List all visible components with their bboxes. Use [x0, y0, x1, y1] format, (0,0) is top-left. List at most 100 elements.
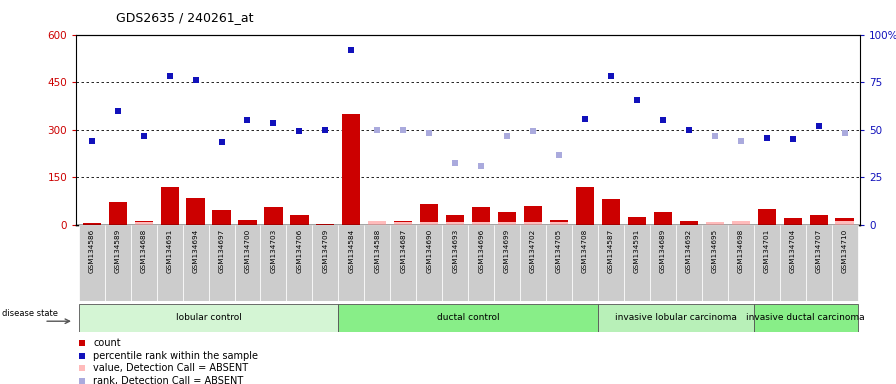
Text: GSM134705: GSM134705 [556, 228, 562, 273]
Text: GSM134586: GSM134586 [89, 228, 95, 273]
Bar [339, 225, 365, 301]
Bar [342, 114, 360, 225]
Bar [238, 220, 256, 225]
Text: GSM134588: GSM134588 [375, 228, 380, 273]
Bar [498, 212, 516, 225]
Text: GSM134688: GSM134688 [141, 228, 147, 273]
Bar [186, 198, 204, 225]
Bar [316, 224, 334, 225]
Bar [780, 225, 806, 301]
Text: GSM134710: GSM134710 [841, 228, 848, 273]
Text: GSM134587: GSM134587 [608, 228, 614, 273]
Bar [494, 225, 520, 301]
Text: GSM134584: GSM134584 [349, 228, 354, 273]
Bar [758, 209, 776, 225]
Text: GSM134699: GSM134699 [504, 228, 510, 273]
Bar [835, 222, 854, 225]
Bar [806, 225, 831, 301]
Bar [134, 222, 152, 225]
Bar [417, 225, 443, 301]
Bar [754, 304, 857, 331]
Bar [835, 218, 854, 225]
Bar [157, 225, 183, 301]
Bar [105, 225, 131, 301]
Bar [576, 187, 594, 225]
Bar [598, 304, 754, 331]
Bar [290, 215, 308, 225]
Bar [732, 222, 750, 225]
Bar [446, 222, 464, 225]
Text: GSM134695: GSM134695 [711, 228, 718, 273]
Bar [680, 222, 698, 225]
Bar [706, 223, 724, 225]
Bar [134, 222, 152, 225]
Bar [472, 207, 490, 225]
Bar [602, 199, 620, 225]
Bar [810, 215, 828, 225]
Text: GDS2635 / 240261_at: GDS2635 / 240261_at [116, 11, 254, 24]
Bar [784, 218, 802, 225]
Bar [546, 225, 572, 301]
Bar [160, 187, 178, 225]
Bar [394, 222, 412, 225]
Bar [624, 225, 650, 301]
Bar [524, 206, 542, 225]
Bar [472, 222, 490, 225]
Bar [550, 220, 568, 225]
Bar [368, 221, 386, 225]
Text: GSM134694: GSM134694 [193, 228, 199, 273]
Text: GSM134701: GSM134701 [763, 228, 770, 273]
Bar [261, 225, 287, 301]
Text: GSM134703: GSM134703 [271, 228, 277, 273]
Bar [420, 222, 438, 225]
Bar [183, 225, 209, 301]
Bar [728, 225, 754, 301]
Text: GSM134696: GSM134696 [478, 228, 484, 273]
Bar [754, 225, 780, 301]
Text: GSM134702: GSM134702 [530, 228, 536, 273]
Text: GSM134698: GSM134698 [737, 228, 744, 273]
Text: GSM134693: GSM134693 [452, 228, 458, 273]
Text: GSM134689: GSM134689 [659, 228, 666, 273]
Bar [572, 225, 598, 301]
Text: GSM134697: GSM134697 [219, 228, 225, 273]
Text: GSM134589: GSM134589 [115, 228, 121, 273]
Bar [524, 222, 542, 225]
Bar [650, 225, 676, 301]
Bar [108, 202, 126, 225]
Text: GSM134692: GSM134692 [685, 228, 692, 273]
Bar [212, 210, 230, 225]
Bar [391, 225, 417, 301]
Text: count: count [93, 338, 121, 348]
Text: GSM134691: GSM134691 [167, 228, 173, 273]
Text: disease state: disease state [2, 309, 57, 318]
Bar [676, 225, 702, 301]
Bar [831, 225, 857, 301]
Bar [368, 223, 386, 225]
Text: ductal control: ductal control [437, 313, 499, 322]
Text: GSM134704: GSM134704 [789, 228, 796, 273]
Bar [446, 215, 464, 225]
Bar [339, 304, 598, 331]
Text: GSM134707: GSM134707 [815, 228, 822, 273]
Bar [131, 225, 157, 301]
Bar [520, 225, 546, 301]
Bar [79, 304, 339, 331]
Bar [264, 207, 282, 225]
Bar [209, 225, 235, 301]
Text: GSM134700: GSM134700 [245, 228, 251, 273]
Bar [79, 225, 105, 301]
Bar [654, 212, 672, 225]
Bar [702, 225, 728, 301]
Text: value, Detection Call = ABSENT: value, Detection Call = ABSENT [93, 363, 248, 373]
Text: invasive lobular carcinoma: invasive lobular carcinoma [615, 313, 737, 322]
Text: GSM134591: GSM134591 [633, 228, 640, 273]
Bar [628, 217, 646, 225]
Bar [443, 225, 468, 301]
Text: GSM134690: GSM134690 [426, 228, 432, 273]
Bar [598, 225, 624, 301]
Bar [235, 225, 261, 301]
Bar [394, 222, 412, 225]
Text: GSM134706: GSM134706 [297, 228, 303, 273]
Bar [365, 225, 391, 301]
